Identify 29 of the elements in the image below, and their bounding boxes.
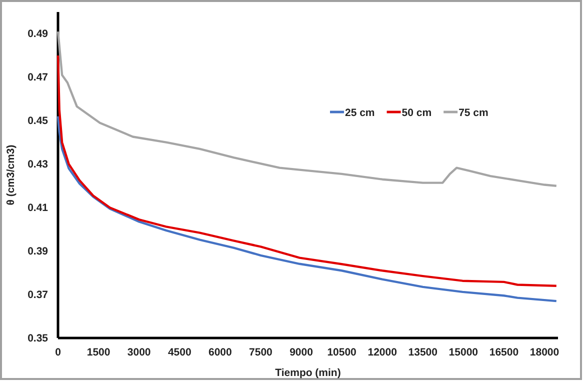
x-tick-label: 6000: [208, 346, 232, 358]
y-tick-label: 0.41: [28, 202, 48, 214]
legend-label: 75 cm: [458, 107, 488, 119]
x-tick-label: 0: [55, 346, 62, 358]
x-tick-label: 9000: [290, 346, 314, 358]
y-tick-label: 0.35: [28, 332, 48, 344]
x-tick-label: 3000: [127, 346, 151, 358]
line-series: [56, 115, 558, 302]
x-tick-label: 15000: [448, 346, 478, 358]
x-tick-label: 18000: [530, 346, 560, 358]
line-series: [56, 30, 558, 187]
x-tick-label: 4500: [168, 346, 192, 358]
x-tick-label: 7500: [249, 346, 273, 358]
y-tick-label: 0.45: [28, 115, 48, 128]
y-tick-label: 0.43: [28, 158, 48, 170]
legend-label: 25 cm: [345, 107, 375, 119]
x-tick-label: 13500: [408, 346, 438, 358]
y-tick-label: 0.37: [28, 288, 48, 301]
x-tick-label: 16500: [489, 346, 519, 358]
y-axis-title: θ (cm3/cm3): [5, 144, 17, 206]
x-tick-label: 1500: [86, 346, 110, 358]
y-tick-label: 0.39: [28, 245, 48, 258]
y-tick-label: 0.47: [28, 72, 48, 84]
legend-label: 50 cm: [402, 107, 432, 119]
x-axis-title: Tiempo (min): [275, 367, 341, 379]
line-series: [56, 54, 558, 287]
x-tick-label: 12000: [368, 346, 398, 358]
x-tick-label: 10500: [327, 346, 357, 358]
y-tick-label: 0.49: [28, 28, 48, 40]
